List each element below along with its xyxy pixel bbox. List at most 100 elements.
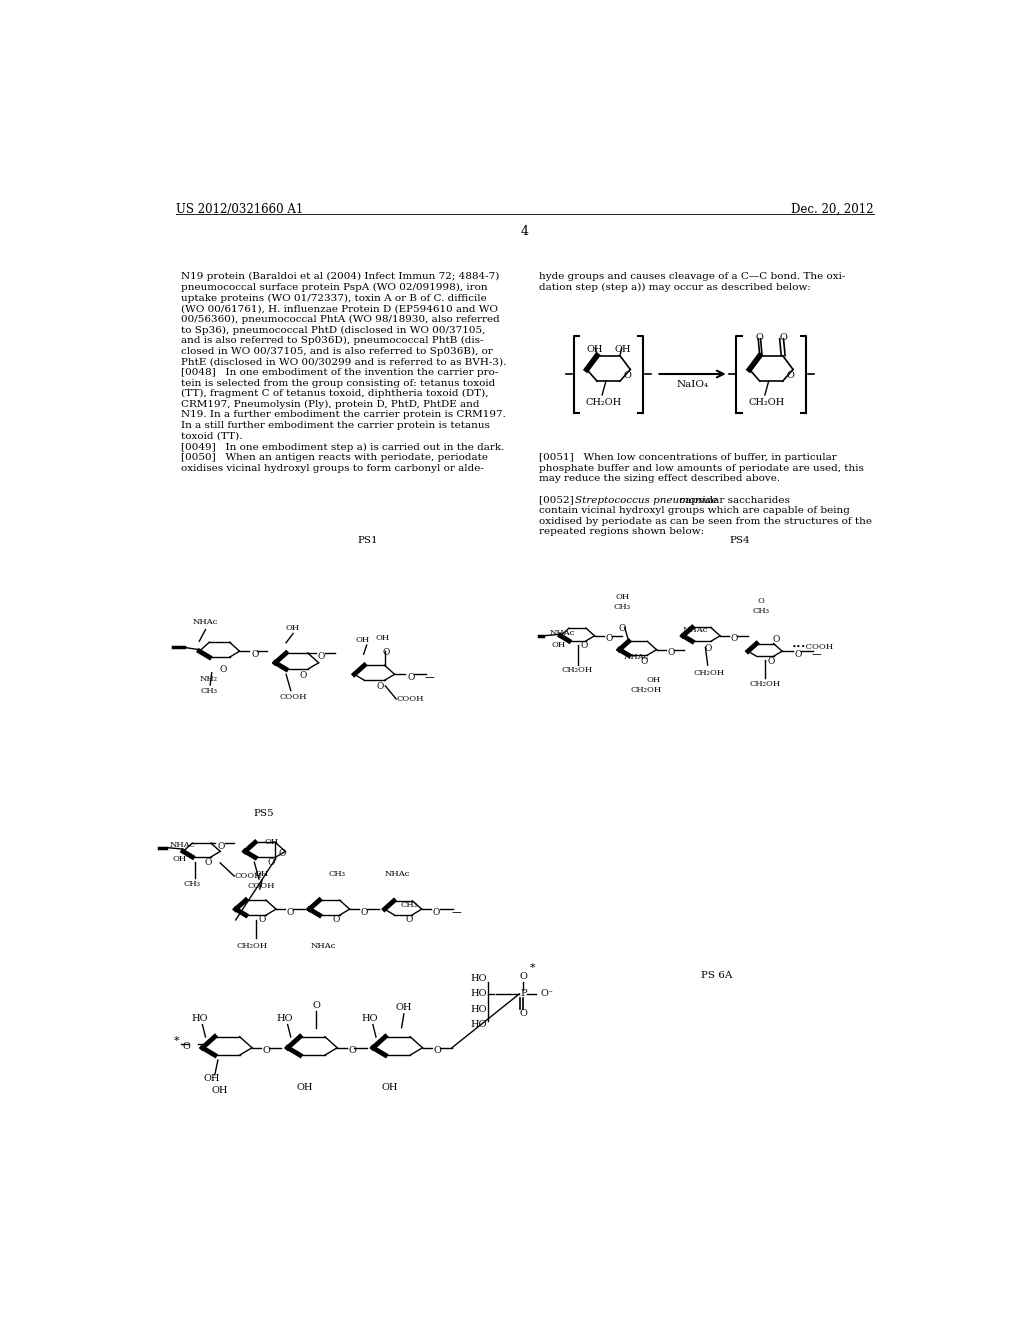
Text: [0048]   In one embodiment of the invention the carrier pro-: [0048] In one embodiment of the inventio… [180,368,498,378]
Text: COOH: COOH [396,694,424,704]
Text: CH₂OH: CH₂OH [237,942,267,950]
Text: O: O [382,648,390,657]
Text: [0050]   When an antigen reacts with periodate, periodate: [0050] When an antigen reacts with perio… [180,453,487,462]
Text: O: O [204,858,212,867]
Text: *: * [529,962,536,973]
Text: —: — [452,907,461,917]
Text: O: O [519,1008,527,1018]
Text: (TT), fragment C of tetanus toxoid, diphtheria toxoid (DT),: (TT), fragment C of tetanus toxoid, diph… [180,389,488,399]
Text: O: O [731,635,738,643]
Text: oxidised by periodate as can be seen from the structures of the: oxidised by periodate as can be seen fro… [539,516,871,525]
Text: CH₂OH: CH₂OH [586,399,622,407]
Text: to Sp36), pneumococcal PhtD (disclosed in WO 00/37105,: to Sp36), pneumococcal PhtD (disclosed i… [180,326,485,334]
Text: HO: HO [276,1014,293,1023]
Text: OH: OH [211,1085,227,1094]
Text: OH: OH [204,1074,220,1082]
Text: O: O [580,640,588,649]
Text: NH₂: NH₂ [200,675,218,682]
Text: O: O [756,333,764,342]
Text: O: O [217,842,224,850]
Text: OH: OH [355,636,370,644]
Text: CH₃: CH₃ [184,879,201,888]
Text: O: O [377,682,384,692]
Text: HO: HO [470,974,486,983]
Text: COOH: COOH [234,873,262,880]
Text: OH: OH [286,624,300,632]
Text: NHAc: NHAc [310,942,336,950]
Text: CH₃: CH₃ [329,870,346,879]
Text: O: O [348,1047,356,1055]
Text: (WO 00/61761), H. influenzae Protein D (EP594610 and WO: (WO 00/61761), H. influenzae Protein D (… [180,304,498,313]
Text: OH: OH [646,676,660,685]
Text: HO: HO [361,1014,378,1023]
Text: Dec. 20, 2012: Dec. 20, 2012 [792,203,873,216]
Text: NHAc: NHAc [624,653,649,661]
Text: pneumococcal surface protein PspA (WO 02/091998), iron: pneumococcal surface protein PspA (WO 02… [180,282,487,292]
Text: •••COOH: •••COOH [793,643,835,651]
Text: 4: 4 [521,224,528,238]
Text: N19. In a further embodiment the carrier protein is CRM197.: N19. In a further embodiment the carrier… [180,411,506,420]
Text: phosphate buffer and low amounts of periodate are used, this: phosphate buffer and low amounts of peri… [539,463,863,473]
Text: and is also referred to Sp036D), pneumococcal PhtB (dis-: and is also referred to Sp036D), pneumoc… [180,337,483,346]
Text: P: P [520,990,526,998]
Text: CH₂OH: CH₂OH [630,685,662,694]
Text: O: O [279,849,286,858]
Text: NHAc: NHAc [193,618,218,626]
Text: dation step (step a)) may occur as described below:: dation step (step a)) may occur as descr… [539,282,811,292]
Text: O⁻: O⁻ [541,990,553,998]
Text: PS5: PS5 [253,809,274,818]
Text: O: O [705,644,712,652]
Text: OH: OH [395,1003,412,1012]
Text: O: O [360,908,368,916]
Text: O: O [758,597,765,605]
Text: O: O [433,1047,441,1055]
Text: O: O [624,371,632,380]
Text: O: O [299,671,307,680]
Text: [0052]: [0052] [539,495,584,504]
Text: OH: OH [551,642,565,649]
Text: O: O [406,916,413,924]
Text: COOH: COOH [280,693,307,701]
Text: OH: OH [264,838,279,846]
Text: OH: OH [173,855,187,863]
Text: CRM197, Pneumolysin (Ply), protein D, PhtD, PhtDE and: CRM197, Pneumolysin (Ply), protein D, Ph… [180,400,479,409]
Text: HO: HO [470,1005,486,1014]
Text: contain vicinal hydroxyl groups which are capable of being: contain vicinal hydroxyl groups which ar… [539,506,850,515]
Text: O: O [182,1043,190,1052]
Text: N19 protein (Baraldoi et al (2004) Infect Immun 72; 4884-7): N19 protein (Baraldoi et al (2004) Infec… [180,272,499,281]
Text: NHAc: NHAc [384,870,410,879]
Text: O: O [263,1047,270,1055]
Text: O: O [618,624,626,634]
Text: O: O [312,1001,321,1010]
Text: OH: OH [614,345,631,354]
Text: CH₃: CH₃ [200,688,217,696]
Text: CH₂OH: CH₂OH [748,399,784,407]
Text: PS1: PS1 [358,536,379,545]
Text: O: O [768,657,775,667]
Text: —: — [424,672,434,682]
Text: O: O [219,665,227,675]
Text: [0049]   In one embodiment step a) is carried out in the dark.: [0049] In one embodiment step a) is carr… [180,442,504,451]
Text: O: O [432,908,440,916]
Text: 00/56360), pneumococcal PhtA (WO 98/18930, also referred: 00/56360), pneumococcal PhtA (WO 98/1893… [180,315,500,323]
Text: NHAc: NHAc [170,841,195,849]
Text: CH₃: CH₃ [400,902,418,909]
Text: COOH: COOH [248,882,275,890]
Text: OH: OH [382,1084,398,1092]
Text: HO: HO [470,990,486,998]
Text: HO: HO [470,1020,486,1030]
Text: O: O [773,635,780,644]
Text: O: O [779,333,787,342]
Text: O: O [795,649,802,659]
Text: CH₂OH: CH₂OH [693,669,725,677]
Text: uptake proteins (WO 01/72337), toxin A or B of C. difficile: uptake proteins (WO 01/72337), toxin A o… [180,293,486,302]
Text: repeated regions shown below:: repeated regions shown below: [539,528,703,536]
Text: OH: OH [587,345,603,354]
Text: NHAc: NHAc [683,626,708,634]
Text: NHAc: NHAc [549,628,574,636]
Text: CH₂OH: CH₂OH [750,680,780,688]
Text: O: O [317,652,326,660]
Text: capsular saccharides: capsular saccharides [676,495,790,504]
Text: O: O [605,635,612,643]
Text: OH: OH [376,635,390,643]
